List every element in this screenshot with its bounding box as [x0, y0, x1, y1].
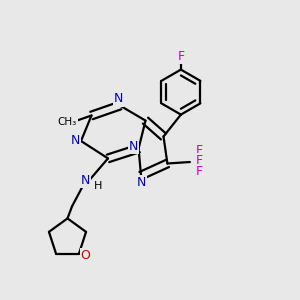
Text: O: O [81, 249, 91, 262]
Text: N: N [137, 176, 146, 189]
Text: F: F [195, 154, 203, 167]
Text: CH₃: CH₃ [58, 117, 77, 127]
Text: F: F [195, 143, 203, 157]
Text: F: F [195, 165, 203, 178]
Text: N: N [128, 140, 138, 153]
Text: F: F [177, 50, 184, 64]
Text: N: N [71, 134, 80, 147]
Text: N: N [81, 174, 90, 188]
Text: H: H [94, 181, 102, 191]
Text: N: N [114, 92, 123, 106]
